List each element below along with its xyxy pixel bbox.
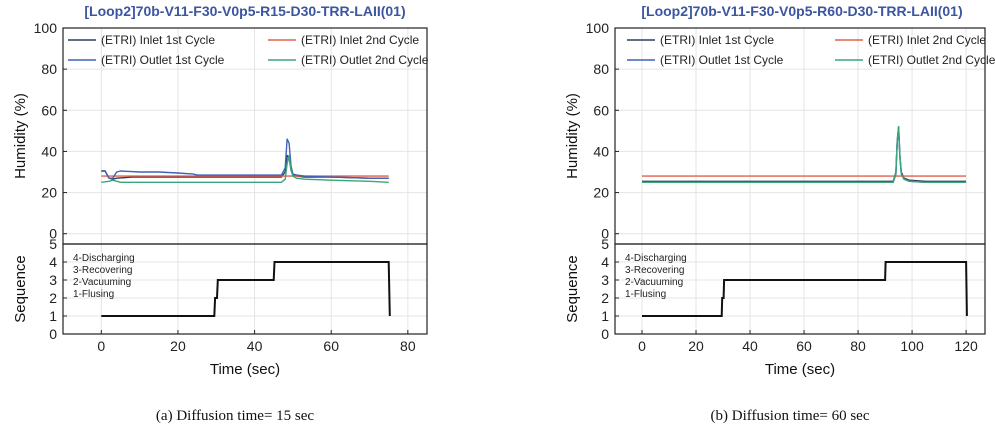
x-tick-label: 40 (247, 338, 263, 354)
chart-title: [Loop2]70b-V11-F30-V0p5-R60-D30-TRR-LAII… (641, 3, 962, 19)
figure-caption: (a) Diffusion time= 15 sec (156, 408, 314, 424)
chart-title: [Loop2]70b-V11-F30-V0p5-R15-D30-TRR-LAII… (84, 3, 405, 19)
legend-label: (ETRI) Inlet 1st Cycle (660, 33, 774, 47)
y-tick-label-bottom: 1 (49, 308, 57, 324)
y-tick-label-top: 100 (34, 20, 58, 36)
x-tick-label: 40 (742, 338, 758, 354)
stage-label: 4-Discharging (625, 253, 687, 264)
series-line-2 (101, 138, 389, 179)
bottom-plot-frame (62, 243, 428, 335)
x-tick-label: 100 (900, 338, 924, 354)
y-tick-label-bottom: 3 (601, 272, 609, 288)
y-tick-label-bottom: 1 (601, 308, 609, 324)
legend-label: (ETRI) Outlet 2nd Cycle (868, 53, 995, 67)
y-tick-label-top: 20 (593, 185, 609, 201)
y-tick-label-top: 0 (601, 226, 609, 242)
x-tick-label: 20 (688, 338, 704, 354)
legend-label: (ETRI) Outlet 1st Cycle (101, 53, 225, 67)
y-tick-label-top: 80 (593, 61, 609, 77)
y-tick-label-bottom: 2 (601, 290, 609, 306)
legend-label: (ETRI) Outlet 2nd Cycle (301, 53, 429, 67)
y-tick-label-top: 20 (41, 185, 57, 201)
y-tick-label-bottom: 4 (601, 254, 609, 270)
chart-panel-0 (62, 27, 428, 335)
y-tick-label-bottom: 5 (601, 236, 609, 252)
x-tick-label: 0 (97, 338, 105, 354)
y-tick-label-bottom: 0 (49, 326, 57, 342)
sequence-line (642, 261, 968, 317)
y-tick-label-top: 60 (41, 102, 57, 118)
x-tick-label: 0 (638, 338, 646, 354)
x-tick-label: 80 (400, 338, 416, 354)
x-tick-label: 60 (323, 338, 339, 354)
series-line-3 (101, 154, 389, 184)
y-tick-label-bottom: 3 (49, 272, 57, 288)
y-tick-label-top: 40 (41, 143, 57, 159)
x-tick-label: 20 (170, 338, 186, 354)
x-axis-label: Time (sec) (765, 361, 835, 378)
y-axis-label-top: Humidity (%) (564, 93, 581, 179)
stage-label: 3-Recovering (73, 265, 132, 276)
y-tick-label-bottom: 5 (49, 236, 57, 252)
legend-label: (ETRI) Outlet 1st Cycle (660, 53, 784, 67)
y-tick-label-bottom: 0 (601, 326, 609, 342)
bottom-plot-frame (614, 243, 986, 335)
y-axis-label-bottom: Sequence (564, 255, 581, 323)
stage-label: 2-Vacuuming (73, 277, 131, 288)
sequence-line (101, 261, 391, 317)
stage-label: 2-Vacuuming (625, 277, 683, 288)
stage-label: 3-Recovering (625, 265, 684, 276)
x-tick-label: 60 (796, 338, 812, 354)
legend-label: (ETRI) Inlet 1st Cycle (101, 33, 215, 47)
y-tick-label-bottom: 4 (49, 254, 57, 270)
figure-caption: (b) Diffusion time= 60 sec (711, 408, 870, 424)
stage-label: 1-Flusing (73, 289, 114, 300)
y-tick-label-top: 60 (593, 102, 609, 118)
legend-label: (ETRI) Inlet 2nd Cycle (301, 33, 419, 47)
y-tick-label-bottom: 2 (49, 290, 57, 306)
stage-label: 4-Discharging (73, 253, 135, 264)
y-tick-label-top: 80 (41, 61, 57, 77)
chart-panel-1 (614, 27, 986, 335)
legend-label: (ETRI) Inlet 2nd Cycle (868, 33, 986, 47)
y-tick-label-top: 0 (49, 226, 57, 242)
y-tick-label-top: 100 (586, 20, 610, 36)
x-tick-label: 80 (850, 338, 866, 354)
y-axis-label-top: Humidity (%) (12, 93, 29, 179)
series-line-3 (642, 125, 967, 184)
stage-label: 1-Flusing (625, 289, 666, 300)
y-tick-label-top: 40 (593, 143, 609, 159)
x-tick-label: 120 (954, 338, 978, 354)
y-axis-label-bottom: Sequence (12, 255, 29, 323)
x-axis-label: Time (sec) (210, 361, 280, 378)
